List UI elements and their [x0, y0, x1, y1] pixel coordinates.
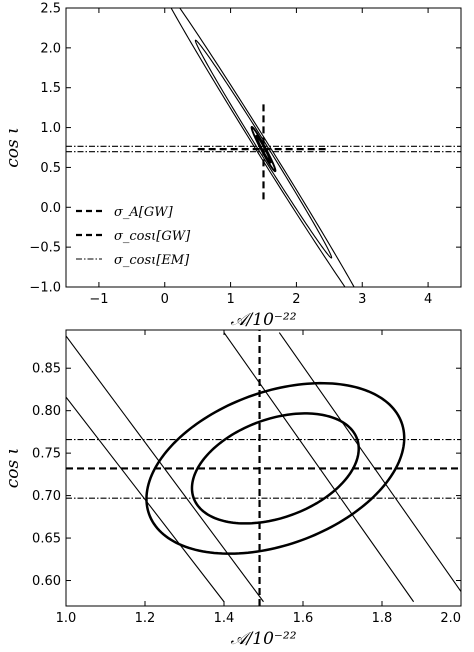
- ellipse-inner-2: [255, 134, 272, 164]
- y-tick-label: 0.60: [32, 574, 61, 589]
- x-axis-label: 𝒜/10⁻²²: [230, 629, 296, 649]
- x-tick-label: 3: [358, 292, 366, 307]
- x-tick-label: −1: [89, 292, 108, 307]
- x-axis-label: 𝒜/10⁻²²: [230, 310, 296, 330]
- x-tick-label: 4: [424, 292, 432, 307]
- y-tick-label: 1.0: [40, 121, 61, 136]
- ellipse-edge-line-4: [278, 332, 461, 592]
- axes-frame: [65, 7, 462, 288]
- ellipse-outer-1: [170, 8, 355, 287]
- ellipse-outer-2: [194, 39, 333, 259]
- legend-label: σ_cosι[GW]: [114, 229, 191, 244]
- y-tick-label: 0.85: [32, 362, 61, 377]
- y-tick-label: 0.0: [40, 201, 61, 216]
- y-tick-label: −1.0: [29, 281, 61, 296]
- y-axis-label: cos ι: [3, 448, 23, 489]
- y-axis-label: cos ι: [3, 127, 23, 168]
- y-tick-label: −0.5: [29, 241, 61, 256]
- y-tick-label: 0.75: [32, 447, 61, 462]
- ellipse-inner-outer: [145, 381, 406, 555]
- y-tick-label: 2.5: [40, 2, 61, 17]
- y-tick-label: 1.5: [40, 81, 61, 96]
- bottom-panel: 1.0 1.2 1.4 1.6 1.8 2.0 0.60 0.65 0.70 0.75 0.80 0.…: [3, 329, 462, 649]
- x-tick-label: 1.0: [56, 611, 77, 626]
- y-tick-label: 0.5: [40, 161, 61, 176]
- y-tick-label: 2.0: [40, 41, 61, 56]
- y-tick-label: 0.70: [32, 489, 61, 504]
- x-tick-label: 2.0: [440, 611, 461, 626]
- x-tick-label: 1.8: [372, 611, 393, 626]
- x-tick-label: 1.2: [135, 611, 156, 626]
- legend-label: σ_A[GW]: [114, 205, 174, 220]
- plot-area: [66, 8, 461, 287]
- x-tick-label: 1.6: [293, 611, 314, 626]
- plot-area: [66, 330, 461, 606]
- top-panel: −1 0 1 2 3 4 −1.0 −0.5 0.0 0.5 1.0 1.5 2.0 2.5 𝒜/10⁻²²…: [3, 2, 462, 330]
- ellipse-edge-line-1: [66, 335, 264, 603]
- legend: σ_A[GW] σ_cosι[GW] σ_cosι[EM]: [76, 205, 191, 268]
- x-tick-label: 2: [292, 292, 300, 307]
- x-tick-label: 0: [161, 292, 169, 307]
- y-tick-label: 0.80: [32, 404, 61, 419]
- legend-label: σ_cosι[EM]: [114, 253, 190, 268]
- y-tick-label: 0.65: [32, 532, 61, 547]
- ellipse-edge-line-3: [223, 332, 415, 603]
- x-tick-label: 1: [226, 292, 234, 307]
- x-tick-label: 1.4: [214, 611, 235, 626]
- ellipse-inner-1: [250, 126, 277, 173]
- axes-frame: [65, 329, 462, 607]
- ellipse-edge-line-2: [66, 396, 225, 603]
